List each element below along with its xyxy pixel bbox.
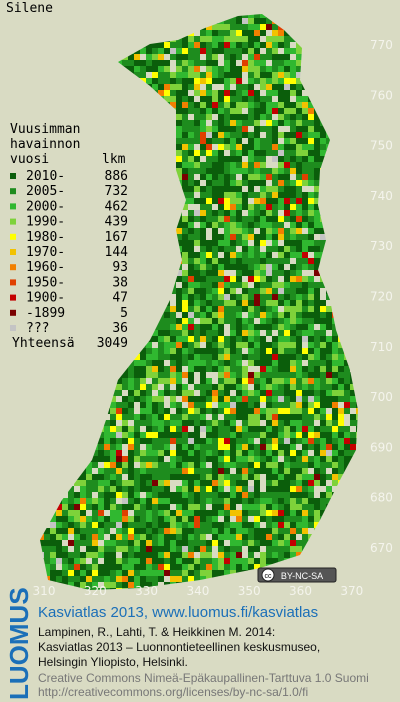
y-tick-label: 770 bbox=[370, 38, 393, 52]
legend-count: 439 bbox=[105, 215, 128, 230]
legend-label: 1980- bbox=[26, 230, 65, 245]
y-tick-label: 680 bbox=[370, 491, 393, 505]
legend-count: 886 bbox=[105, 169, 128, 184]
citation-line: Helsingin Yliopisto, Helsinki. bbox=[38, 655, 188, 669]
legend-count: 144 bbox=[105, 245, 129, 260]
logo: LUOMUS bbox=[4, 587, 34, 700]
headline: Kasviatlas 2013, www.luomus.fi/kasviatla… bbox=[38, 604, 318, 621]
legend-label: 1900- bbox=[26, 291, 65, 306]
legend-label: 1960- bbox=[26, 260, 65, 275]
y-tick-label: 670 bbox=[370, 541, 393, 555]
legend-count: 38 bbox=[112, 275, 128, 290]
legend-swatch bbox=[10, 173, 16, 179]
citation-line: Kasviatlas 2013 – Luonnontieteellinen ke… bbox=[38, 640, 320, 654]
x-tick-label: 360 bbox=[289, 584, 312, 598]
legend-swatch bbox=[10, 279, 16, 286]
legend-swatch bbox=[10, 188, 16, 195]
legend-swatch bbox=[10, 294, 16, 301]
y-tick-label: 730 bbox=[370, 239, 393, 253]
badge-text: BY-NC-SA bbox=[281, 571, 323, 581]
y-tick-label: 760 bbox=[370, 88, 393, 102]
legend-swatch bbox=[10, 203, 16, 210]
legend-heading: Vuusimman bbox=[10, 122, 80, 137]
license-line: Creative Commons Nimeä-Epäkaupallinen-Ta… bbox=[38, 671, 369, 685]
footer: Lampinen, R., Lahti, T. & Heikkinen M. 2… bbox=[38, 625, 369, 699]
legend-heading: havainnon bbox=[10, 137, 80, 152]
y-tick-label: 750 bbox=[370, 139, 393, 153]
legend-count: 36 bbox=[112, 321, 128, 336]
legend-count: 5 bbox=[120, 306, 128, 321]
total-label: Yhteensä bbox=[12, 336, 75, 351]
legend-count: 93 bbox=[112, 260, 128, 275]
legend-label: 1970- bbox=[26, 245, 65, 260]
legend-count: 462 bbox=[105, 199, 128, 214]
legend-swatch bbox=[10, 325, 16, 331]
y-tick-label: 740 bbox=[370, 189, 393, 203]
y-tick-label: 710 bbox=[370, 340, 393, 354]
map-title: Silene bbox=[6, 1, 53, 16]
x-tick-label: 350 bbox=[238, 584, 261, 598]
legend-heading: vuosi bbox=[10, 152, 49, 167]
legend-count-heading: lkm bbox=[102, 152, 126, 167]
legend-count: 732 bbox=[105, 184, 128, 199]
y-tick-label: 720 bbox=[370, 290, 393, 304]
citation-line: Lampinen, R., Lahti, T. & Heikkinen M. 2… bbox=[38, 625, 275, 639]
legend-label: ??? bbox=[26, 321, 49, 336]
y-tick-label: 700 bbox=[370, 390, 393, 404]
legend-label: -1899 bbox=[26, 306, 65, 321]
x-tick-label: 320 bbox=[84, 584, 107, 598]
legend-count: 167 bbox=[105, 230, 128, 245]
legend-label: 2010- bbox=[26, 169, 65, 184]
legend-label: 2000- bbox=[26, 199, 65, 214]
x-tick-label: 370 bbox=[340, 584, 363, 598]
legend-swatch bbox=[10, 249, 16, 255]
legend-swatch bbox=[10, 309, 16, 316]
grid-ticks: 310 320 330 340 350 360 370 670 680 690 700 710 720 7… bbox=[33, 38, 393, 598]
legend-label: 1950- bbox=[26, 275, 65, 290]
legend-label: 2005- bbox=[26, 184, 65, 199]
legend-label: 1990- bbox=[26, 215, 65, 230]
license-line: http://creativecommons.org/licenses/by-n… bbox=[38, 685, 308, 699]
legend-swatch bbox=[10, 233, 16, 240]
y-tick-label: 690 bbox=[370, 440, 393, 454]
x-tick-label: 330 bbox=[135, 584, 158, 598]
x-tick-label: 310 bbox=[33, 584, 56, 598]
total-count: 3049 bbox=[97, 336, 128, 351]
svg-text:cc: cc bbox=[265, 573, 273, 580]
legend-swatch bbox=[10, 218, 16, 225]
legend-count: 47 bbox=[112, 291, 128, 306]
license-badge: cc BY-NC-SA bbox=[257, 567, 337, 583]
legend-swatch bbox=[10, 264, 16, 271]
x-tick-label: 340 bbox=[186, 584, 209, 598]
